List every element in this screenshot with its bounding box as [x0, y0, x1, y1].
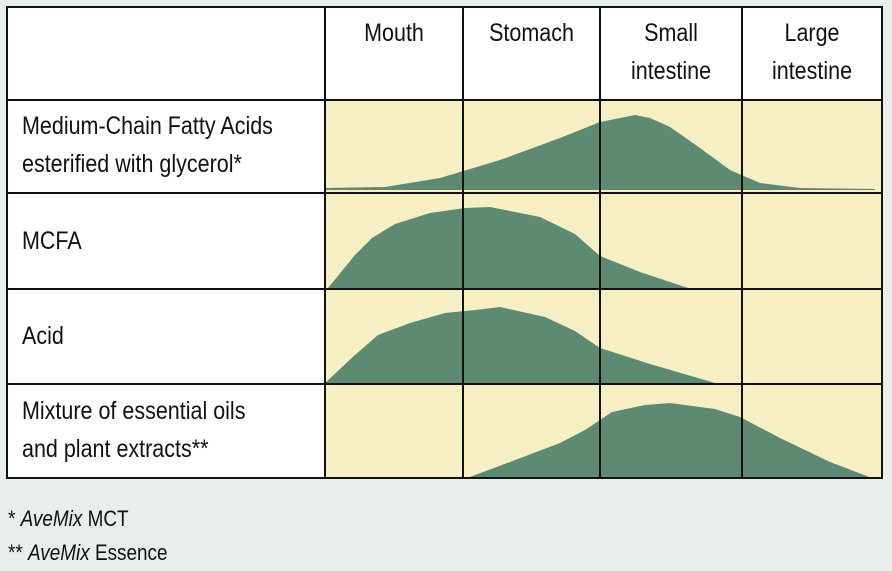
footnote-essence: ** AveMix Essence [8, 539, 168, 567]
footnote-brand: AveMix [20, 506, 83, 531]
footnote-marker: * [8, 506, 16, 531]
footnote-mct: * AveMix MCT [8, 505, 129, 533]
column-header-label: Stomach [489, 19, 574, 47]
footnote-product: MCT [87, 506, 129, 531]
column-header-label: Large intestine [771, 19, 853, 85]
row-label-text: MCFA [22, 227, 82, 255]
curve-essential-oils [467, 403, 872, 478]
curve-mcfa [328, 207, 688, 288]
row-label-acid: Acid [22, 317, 64, 355]
row-label-essential-oils: Mixture of essential oils and plant extr… [22, 392, 245, 468]
column-header-mouth: Mouth [335, 14, 454, 52]
column-header-small-intestine: Small intestine [610, 14, 732, 90]
row-label-text: Acid [22, 322, 64, 350]
row-label-mcfa: MCFA [22, 222, 82, 260]
footnote-brand: AveMix [27, 540, 90, 565]
footnote-product: Essence [94, 540, 168, 565]
header-background [7, 7, 882, 100]
row-label-text: Medium-Chain Fatty Acids esterified with… [22, 112, 273, 178]
footnote-marker: ** [8, 540, 23, 565]
column-header-label: Mouth [364, 19, 424, 47]
table-border [6, 6, 883, 479]
column-header-large-intestine: Large intestine [752, 14, 872, 90]
column-header-label: Small intestine [630, 19, 712, 85]
curve-acid [325, 307, 715, 383]
column-header-stomach: Stomach [473, 14, 591, 52]
row-label-text: Mixture of essential oils and plant extr… [22, 397, 246, 463]
row-label-mcfa-glycerol: Medium-Chain Fatty Acids esterified with… [22, 107, 273, 183]
